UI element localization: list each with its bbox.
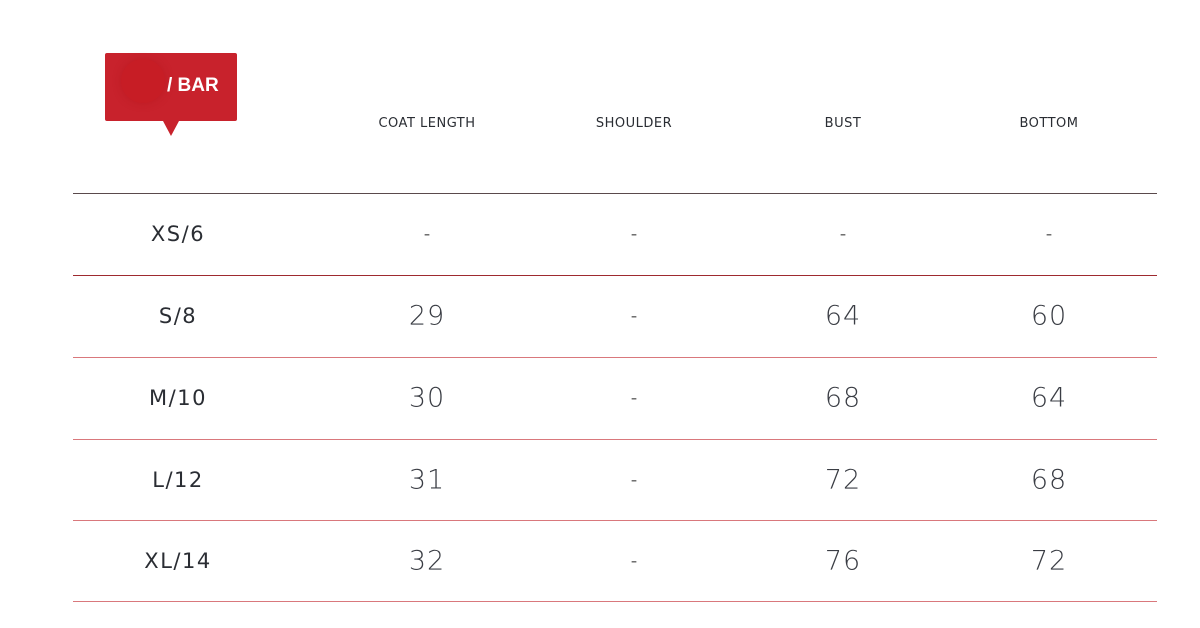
measurement-cell: 72	[824, 464, 862, 495]
row-divider	[73, 520, 1157, 521]
row-divider	[73, 193, 1157, 194]
measurement-cell: -	[630, 469, 638, 490]
measurement-cell: -	[423, 223, 431, 245]
size-label: S/8	[158, 304, 198, 328]
size-label: XL/14	[144, 548, 212, 573]
size-label: XS/6	[150, 222, 206, 246]
size-label: L/12	[152, 467, 204, 492]
measurement-cell: -	[630, 305, 638, 327]
measurement-cell: -	[839, 223, 847, 245]
measurement-cell: 60	[1030, 300, 1068, 332]
column-header: BUST	[824, 116, 862, 131]
size-label: M/10	[149, 386, 207, 410]
badge-label: / BAR	[167, 75, 219, 96]
measurement-cell: 30	[408, 382, 446, 414]
column-header: COAT LENGTH	[378, 116, 476, 131]
measurement-cell: 68	[1030, 464, 1068, 495]
measurement-cell: 32	[408, 545, 446, 576]
measurement-cell: -	[630, 387, 638, 409]
measurement-cell: -	[1045, 223, 1053, 245]
row-divider	[73, 275, 1157, 276]
column-header: BOTTOM	[1019, 116, 1079, 131]
row-divider	[73, 601, 1157, 602]
measurement-cell: -	[630, 223, 638, 245]
measurement-cell: 64	[1030, 382, 1068, 414]
measurement-cell: 64	[824, 300, 862, 332]
measurement-cell: 72	[1030, 545, 1068, 576]
measurement-cell: 31	[408, 464, 446, 495]
row-divider	[73, 357, 1157, 358]
measurement-cell: -	[630, 550, 638, 571]
unit-badge: / BAR	[105, 53, 237, 136]
badge-pointer	[163, 121, 179, 136]
badge-circle-icon	[121, 59, 165, 103]
measurement-cell: 76	[824, 545, 862, 576]
column-header: SHOULDER	[595, 116, 673, 131]
measurement-cell: 68	[824, 382, 862, 414]
row-divider	[73, 439, 1157, 440]
measurement-cell: 29	[408, 300, 446, 332]
